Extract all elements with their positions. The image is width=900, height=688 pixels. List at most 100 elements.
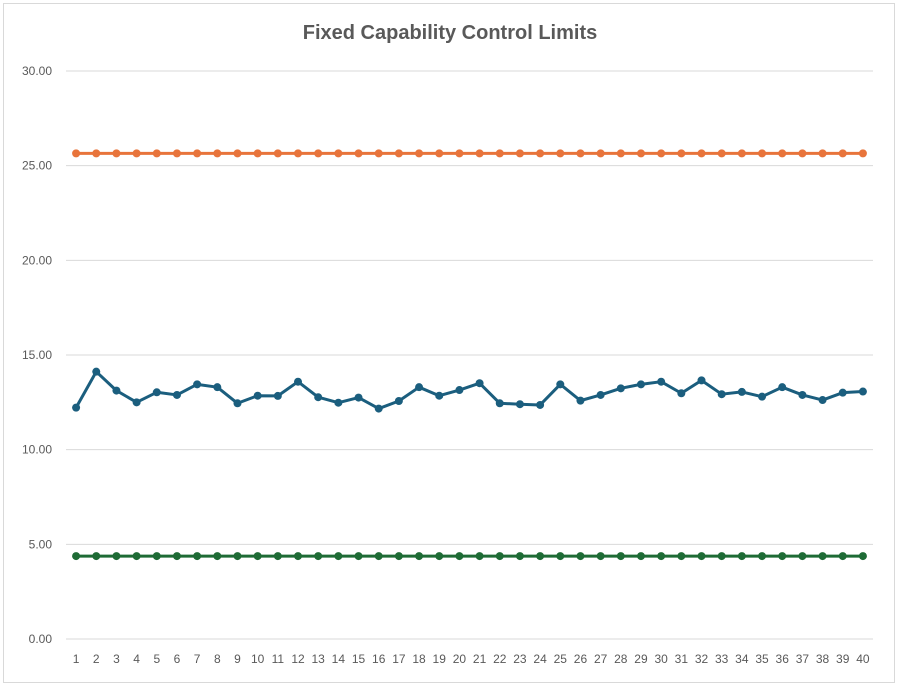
data-point-lower-control-limit — [657, 552, 666, 561]
data-point-upper-control-limit — [536, 149, 545, 158]
x-tick-label: 22 — [493, 652, 507, 666]
data-point-measurement — [455, 386, 464, 395]
data-point-lower-control-limit — [92, 552, 101, 561]
data-point-upper-control-limit — [92, 149, 101, 158]
data-point-upper-control-limit — [798, 149, 807, 158]
data-point-lower-control-limit — [677, 552, 686, 561]
data-point-lower-control-limit — [132, 552, 141, 561]
data-point-lower-control-limit — [636, 552, 645, 561]
x-tick-label: 12 — [291, 652, 305, 666]
y-tick-label: 20.00 — [22, 253, 52, 267]
data-point-measurement — [334, 398, 343, 407]
data-point-measurement — [415, 383, 424, 392]
data-point-measurement — [354, 393, 363, 402]
data-point-upper-control-limit — [72, 149, 81, 158]
data-point-upper-control-limit — [314, 149, 323, 158]
data-point-lower-control-limit — [838, 552, 847, 561]
data-point-upper-control-limit — [152, 149, 161, 158]
x-tick-label: 15 — [352, 652, 366, 666]
data-point-measurement — [636, 380, 645, 389]
chart-title: Fixed Capability Control Limits — [302, 22, 598, 44]
data-point-lower-control-limit — [697, 552, 706, 561]
data-point-measurement — [72, 403, 81, 412]
x-tick-label: 25 — [554, 652, 568, 666]
chart-area — [3, 3, 895, 683]
data-point-measurement — [495, 399, 504, 408]
data-point-lower-control-limit — [193, 552, 202, 561]
data-point-lower-control-limit — [515, 552, 524, 561]
data-point-upper-control-limit — [475, 149, 484, 158]
data-point-lower-control-limit — [334, 552, 343, 561]
data-point-lower-control-limit — [394, 552, 403, 561]
x-tick-label: 37 — [796, 652, 810, 666]
data-point-lower-control-limit — [455, 552, 464, 561]
x-tick-label: 23 — [513, 652, 527, 666]
data-point-lower-control-limit — [475, 552, 484, 561]
data-point-upper-control-limit — [677, 149, 686, 158]
y-tick-label: 5.00 — [29, 537, 53, 551]
data-point-upper-control-limit — [657, 149, 666, 158]
y-tick-label: 10.00 — [22, 443, 52, 457]
data-point-upper-control-limit — [636, 149, 645, 158]
data-point-measurement — [616, 384, 625, 393]
data-point-upper-control-limit — [818, 149, 827, 158]
x-tick-label: 32 — [695, 652, 709, 666]
x-tick-label: 28 — [614, 652, 628, 666]
data-point-lower-control-limit — [415, 552, 424, 561]
data-point-lower-control-limit — [818, 552, 827, 561]
y-tick-label: 30.00 — [22, 64, 52, 78]
x-tick-label: 30 — [654, 652, 668, 666]
data-point-lower-control-limit — [354, 552, 363, 561]
data-point-upper-control-limit — [374, 149, 383, 158]
x-tick-label: 2 — [93, 652, 100, 666]
data-point-upper-control-limit — [778, 149, 787, 158]
data-point-measurement — [152, 388, 161, 397]
data-point-upper-control-limit — [495, 149, 504, 158]
data-point-lower-control-limit — [294, 552, 303, 561]
data-point-measurement — [697, 376, 706, 385]
data-point-measurement — [737, 387, 746, 396]
x-tick-label: 31 — [675, 652, 689, 666]
data-point-measurement — [677, 389, 686, 398]
data-point-upper-control-limit — [737, 149, 746, 158]
x-tick-label: 9 — [234, 652, 241, 666]
data-point-lower-control-limit — [253, 552, 262, 561]
data-point-upper-control-limit — [253, 149, 262, 158]
x-tick-label: 4 — [133, 652, 140, 666]
x-tick-label: 13 — [312, 652, 326, 666]
x-tick-label: 18 — [412, 652, 426, 666]
data-point-lower-control-limit — [314, 552, 323, 561]
data-point-lower-control-limit — [72, 552, 81, 561]
x-tick-label: 40 — [856, 652, 870, 666]
data-point-measurement — [778, 383, 787, 392]
data-point-upper-control-limit — [415, 149, 424, 158]
y-tick-label: 15.00 — [22, 348, 52, 362]
data-point-measurement — [858, 387, 867, 396]
data-point-lower-control-limit — [273, 552, 282, 561]
x-tick-label: 10 — [251, 652, 265, 666]
data-point-upper-control-limit — [213, 149, 222, 158]
x-tick-label: 38 — [816, 652, 830, 666]
data-point-measurement — [536, 400, 545, 409]
y-tick-label: 0.00 — [29, 632, 53, 646]
x-tick-label: 8 — [214, 652, 221, 666]
y-tick-label: 25.00 — [22, 159, 52, 173]
data-point-measurement — [435, 391, 444, 400]
x-tick-label: 27 — [594, 652, 608, 666]
data-point-upper-control-limit — [858, 149, 867, 158]
data-point-upper-control-limit — [172, 149, 181, 158]
data-point-lower-control-limit — [495, 552, 504, 561]
data-point-measurement — [394, 397, 403, 406]
x-tick-label: 35 — [755, 652, 769, 666]
data-point-upper-control-limit — [556, 149, 565, 158]
data-point-upper-control-limit — [334, 149, 343, 158]
data-point-measurement — [515, 400, 524, 409]
data-point-upper-control-limit — [717, 149, 726, 158]
x-tick-label: 19 — [433, 652, 447, 666]
x-tick-label: 20 — [453, 652, 467, 666]
x-tick-label: 33 — [715, 652, 729, 666]
data-point-upper-control-limit — [112, 149, 121, 158]
data-point-lower-control-limit — [576, 552, 585, 561]
data-point-measurement — [717, 390, 726, 399]
